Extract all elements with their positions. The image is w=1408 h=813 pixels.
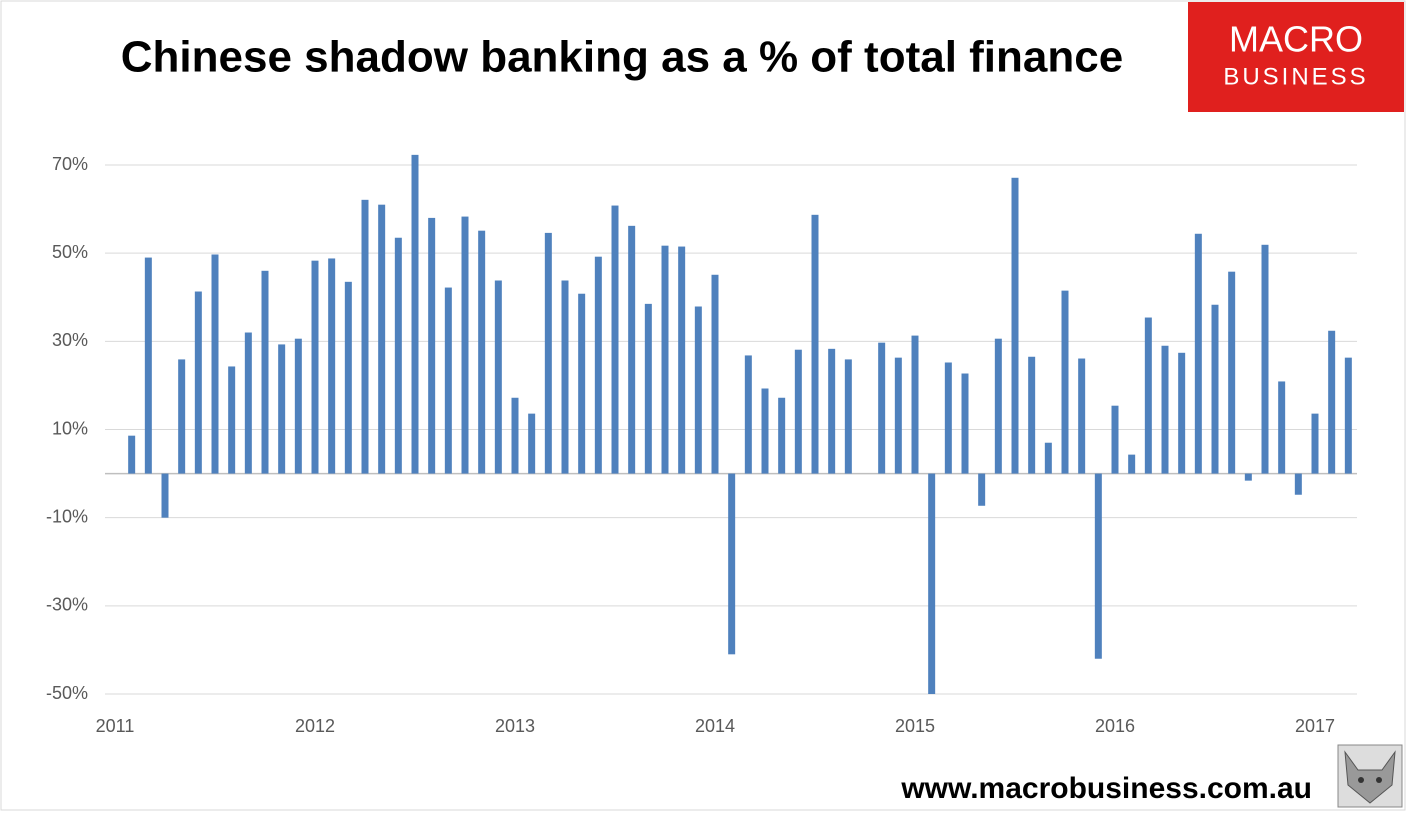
bar	[178, 359, 186, 474]
bar	[761, 388, 769, 474]
bar	[828, 348, 836, 474]
bar	[1028, 356, 1036, 474]
bar	[561, 280, 569, 474]
y-tick-label: -50%	[46, 683, 88, 703]
bar	[944, 362, 952, 474]
bar	[611, 205, 619, 474]
x-tick-label: 2017	[1295, 716, 1335, 736]
bar	[744, 355, 752, 474]
bar	[844, 359, 852, 474]
bar	[811, 214, 819, 474]
logo-text: MACRO	[1229, 19, 1363, 60]
bar	[511, 397, 519, 474]
bar	[894, 357, 902, 474]
bar	[261, 270, 269, 474]
bar	[328, 258, 336, 474]
wolf-icon	[1337, 744, 1403, 808]
logo-box	[1188, 2, 1404, 112]
bar	[1294, 473, 1302, 495]
bar	[494, 280, 502, 474]
bar	[344, 281, 352, 474]
bar	[994, 338, 1002, 474]
bar	[228, 366, 236, 474]
x-tick-label: 2011	[96, 716, 135, 736]
logo-text: BUSINESS	[1223, 63, 1368, 90]
bar	[428, 217, 436, 474]
bar	[361, 199, 369, 474]
bar	[544, 232, 552, 474]
bar	[1161, 345, 1169, 474]
bar	[278, 344, 286, 474]
bar	[1228, 271, 1236, 474]
x-tick-label: 2016	[1095, 716, 1135, 736]
bar	[144, 257, 152, 474]
y-tick-label: 30%	[52, 330, 88, 350]
bar	[461, 216, 469, 474]
bar	[411, 154, 419, 474]
bar	[878, 342, 886, 474]
bar	[728, 473, 736, 655]
bar	[711, 274, 719, 474]
bar	[1311, 413, 1319, 474]
bar	[1328, 330, 1336, 474]
bar	[1144, 317, 1152, 474]
y-tick-label: -10%	[46, 506, 88, 526]
bar	[628, 225, 636, 474]
bar	[528, 413, 536, 474]
bar	[661, 245, 669, 474]
bar	[578, 293, 586, 474]
bar	[794, 349, 802, 474]
bar	[1044, 442, 1052, 474]
bar	[694, 306, 702, 474]
bar	[961, 373, 969, 474]
bar	[1278, 381, 1286, 474]
y-tick-label: 70%	[52, 154, 88, 174]
bar	[161, 473, 169, 518]
bar	[294, 338, 302, 474]
bar	[1078, 358, 1086, 474]
bar	[1211, 304, 1219, 474]
bar	[1194, 233, 1202, 474]
bar	[778, 397, 786, 474]
bar	[1011, 177, 1019, 474]
bar	[911, 335, 919, 474]
bar	[1128, 454, 1136, 474]
bar	[211, 254, 219, 474]
bar	[978, 473, 986, 506]
x-tick-label: 2014	[695, 716, 735, 736]
bar	[1244, 473, 1252, 481]
bar	[1178, 352, 1186, 474]
bar	[244, 332, 252, 474]
bar	[644, 303, 652, 474]
chart-title: Chinese shadow banking as a % of total f…	[121, 33, 1123, 82]
x-tick-label: 2013	[495, 716, 535, 736]
bar	[1344, 357, 1352, 474]
bar	[194, 291, 202, 474]
bar	[1094, 473, 1102, 659]
x-tick-label: 2012	[295, 716, 335, 736]
bar	[928, 473, 936, 694]
y-tick-label: -30%	[46, 595, 88, 615]
y-tick-label: 50%	[52, 242, 88, 262]
x-tick-label: 2015	[895, 716, 935, 736]
bar	[394, 237, 402, 474]
y-tick-label: 10%	[52, 418, 88, 438]
bar	[311, 260, 319, 474]
bar	[478, 230, 486, 474]
bar	[594, 256, 602, 474]
bar	[378, 204, 386, 474]
bar	[1061, 290, 1069, 474]
bar	[128, 435, 136, 474]
bar	[1111, 405, 1119, 474]
bar	[1261, 244, 1269, 474]
source-url: www.macrobusiness.com.au	[900, 772, 1312, 805]
bar	[678, 246, 686, 474]
bar	[444, 287, 452, 474]
